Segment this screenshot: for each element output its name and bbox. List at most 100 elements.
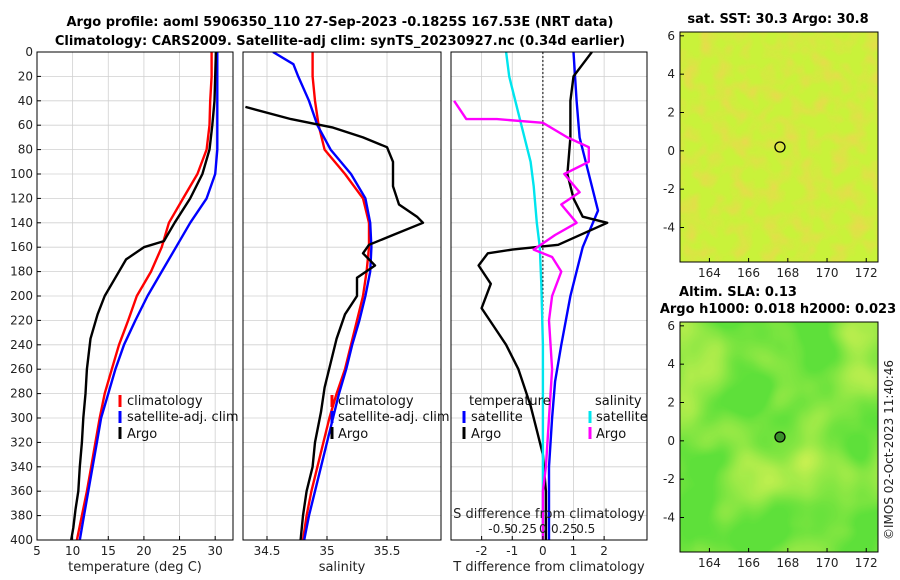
series-line-climatology — [75, 52, 213, 540]
series-line-salinity-satellite — [504, 52, 545, 540]
map-x-tick-label: 168 — [776, 266, 799, 280]
sst-map-panel: sat. SST: 30.3 Argo: 30.8 164 166 168 170 17… — [663, 12, 879, 280]
map-x-tick-label: 166 — [737, 556, 760, 570]
y-tick-label: 60 — [18, 118, 33, 132]
y-tick-label: 0 — [25, 45, 33, 59]
difference-panel: -2 -1 0 1 2 T difference from climatology S … — [450, 51, 648, 575]
map-y-tick-label: 6 — [667, 319, 675, 333]
sst-map-title: sat. SST: 30.3 Argo: 30.8 — [687, 12, 868, 27]
salinity-grid — [243, 51, 441, 541]
salinity-x-label: salinity — [319, 560, 366, 575]
salinity-panel: 34.5 35 35.5 salinity climatology satellit… — [242, 51, 450, 575]
y-tick-label: 20 — [18, 69, 33, 83]
y-tick-label: 140 — [10, 216, 33, 230]
x-tick-label: 25 — [172, 544, 187, 558]
argo-location-marker — [774, 431, 786, 443]
difference-x-ticks: -2 -1 0 1 2 — [476, 536, 608, 558]
series-line-temperature-satellite — [547, 52, 600, 540]
legend-satellite-label: satellite-adj. clim — [127, 410, 239, 425]
figure-title-line1: Argo profile: aoml 5906350_110 27-Sep-20… — [67, 15, 614, 30]
map-y-tick-label: -2 — [663, 182, 675, 196]
x-tick-label: 1 — [570, 544, 578, 558]
x-tick-label: -2 — [476, 544, 488, 558]
legend-temperature-heading: temperature — [469, 394, 551, 409]
legend-sal-argo-label: Argo — [596, 427, 626, 442]
legend-argo-label: Argo — [127, 427, 157, 442]
sst-map-frame — [679, 31, 879, 263]
legend-climatology-label: climatology — [338, 394, 414, 409]
y-tick-label: 400 — [10, 533, 33, 547]
temperature-grid — [36, 51, 233, 541]
y-tick-label: 120 — [10, 191, 33, 205]
x-tick-label: 34.5 — [254, 544, 281, 558]
legend-satellite-label: satellite-adj. clim — [338, 410, 450, 425]
salinity-lines — [245, 52, 425, 540]
x-tick-label: 2 — [600, 544, 608, 558]
sla-map-title-line1: Altim. SLA: 0.13 — [679, 285, 797, 300]
top-tick-label: 0 — [539, 522, 547, 536]
temperature-legend: climatology satellite-adj. clim Argo — [118, 394, 239, 442]
difference-lines — [453, 52, 609, 540]
top-tick-label: 0.5 — [576, 522, 595, 536]
top-tick-label: -0.5 — [488, 522, 511, 536]
legend-sal-satellite-label: satellite — [596, 410, 648, 425]
map-y-tick-label: 0 — [667, 434, 675, 448]
temperature-x-ticks: 5 10 15 20 25 30 — [33, 536, 223, 558]
legend-argo-label: Argo — [338, 427, 368, 442]
sla-map-title-line2: Argo h1000: 0.018 h2000: 0.023 — [660, 302, 896, 317]
map-y-tick-label: 2 — [667, 106, 675, 120]
legend-temp-argo-label: Argo — [471, 427, 501, 442]
salinity-legend: climatology satellite-adj. clim Argo — [330, 394, 450, 442]
map-x-tick-label: 172 — [855, 266, 878, 280]
y-tick-label: 340 — [10, 460, 33, 474]
difference-legend: temperature satellite Argo salinity sate… — [462, 394, 648, 442]
y-tick-label: 40 — [18, 94, 33, 108]
map-x-tick-label: 164 — [698, 556, 721, 570]
x-tick-label: 10 — [65, 544, 80, 558]
legend-salinity-heading: salinity — [595, 394, 642, 409]
map-y-tick-label: -2 — [663, 472, 675, 486]
temperature-x-label: temperature (deg C) — [68, 560, 202, 575]
y-tick-label: 320 — [10, 435, 33, 449]
difference-top-x-label: S difference from climatology — [453, 507, 645, 522]
salinity-axes-box — [242, 51, 442, 541]
temperature-lines — [70, 52, 219, 540]
y-tick-label: 200 — [10, 289, 33, 303]
x-tick-label: 20 — [136, 544, 151, 558]
map-x-tick-label: 170 — [816, 266, 839, 280]
series-line-satellite-adj-clim — [272, 52, 373, 540]
salinity-difference-ticks: -0.5-0.25 0 0.250.5 — [488, 522, 595, 536]
y-tick-label: 280 — [10, 387, 33, 401]
x-tick-label: 30 — [208, 544, 223, 558]
x-tick-label: 35 — [319, 544, 334, 558]
y-tick-label: 80 — [18, 143, 33, 157]
sla-map-panel: Altim. SLA: 0.13 Argo h1000: 0.018 h2000… — [660, 285, 896, 570]
depth-y-ticks: 0 20 40 60 80 100 120 140 160 180 200 220 240 260 280 3… — [10, 45, 41, 547]
x-tick-label: 5 — [33, 544, 41, 558]
difference-axes-box — [450, 51, 648, 541]
figure-title-line2: Climatology: CARS2009. Satellite-adj cli… — [55, 34, 625, 49]
series-line-argo — [70, 52, 218, 540]
legend-climatology-label: climatology — [127, 394, 203, 409]
map-y-tick-label: -4 — [663, 221, 675, 235]
imos-watermark: ©IMOS 02-Oct-2023 11:40:46 — [882, 360, 896, 540]
x-tick-label: -1 — [506, 544, 518, 558]
y-tick-label: 300 — [10, 411, 33, 425]
map-x-tick-label: 164 — [698, 266, 721, 280]
map-y-tick-label: 2 — [667, 396, 675, 410]
y-tick-label: 240 — [10, 338, 33, 352]
y-tick-label: 180 — [10, 265, 33, 279]
map-y-tick-label: 4 — [667, 67, 675, 81]
map-x-tick-label: 170 — [816, 556, 839, 570]
series-line-salinity-argo — [453, 100, 590, 540]
y-tick-label: 160 — [10, 240, 33, 254]
y-tick-label: 360 — [10, 484, 33, 498]
difference-x-label: T difference from climatology — [452, 560, 645, 575]
x-tick-label: 0 — [539, 544, 547, 558]
sla-map-ticks: 164 166 168 170 172 6 4 2 0 -2 -4 — [663, 319, 878, 570]
map-x-tick-label: 172 — [855, 556, 878, 570]
map-x-tick-label: 166 — [737, 266, 760, 280]
y-tick-label: 380 — [10, 509, 33, 523]
argo-location-marker — [774, 141, 786, 153]
